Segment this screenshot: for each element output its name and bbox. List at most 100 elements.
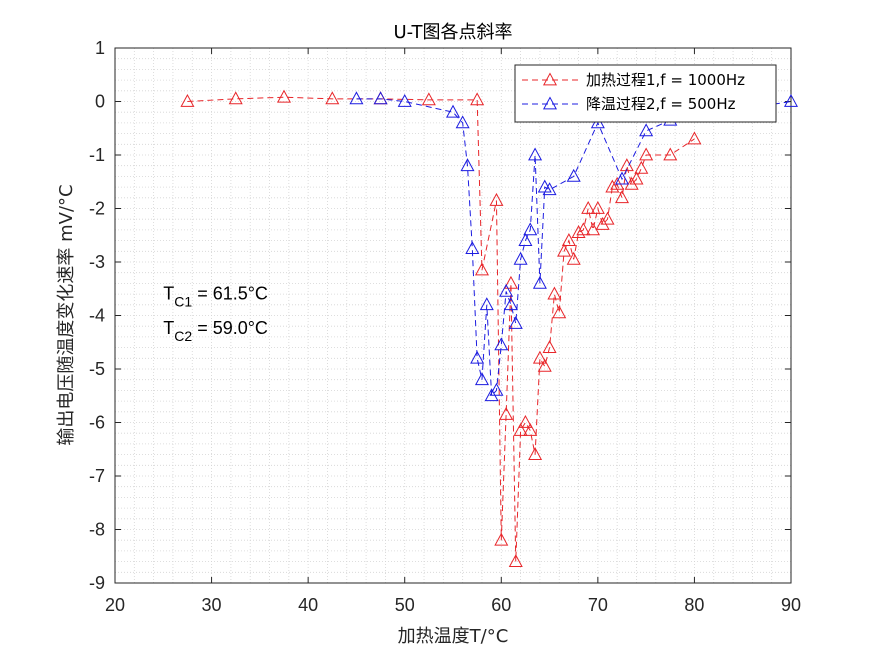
data-point — [445, 104, 461, 118]
y-tick-label: -6 — [89, 413, 105, 433]
data-point — [494, 532, 509, 546]
x-tick-label: 20 — [105, 595, 125, 615]
legend-label: 降温过程2,f = 500Hz — [586, 95, 736, 113]
data-point — [499, 283, 514, 297]
data-point — [576, 222, 591, 236]
data-point — [561, 233, 576, 246]
data-point — [325, 91, 340, 105]
data-point — [503, 275, 518, 289]
data-point — [571, 225, 586, 238]
data-point — [474, 262, 489, 276]
data-point — [470, 350, 485, 364]
y-tick-label: -9 — [89, 573, 105, 593]
data-point — [421, 92, 436, 106]
series-1 — [180, 89, 702, 567]
data-point — [663, 147, 678, 161]
data-point — [634, 160, 649, 174]
annotations: TC1 = 61.5°C TC2 = 59.0°C — [163, 283, 268, 344]
data-point — [397, 93, 412, 107]
data-point — [513, 422, 528, 436]
data-point — [600, 211, 615, 225]
data-point — [528, 147, 543, 161]
y-tick-label: 0 — [95, 92, 105, 112]
data-point — [180, 93, 195, 107]
y-tick-label: -8 — [89, 520, 105, 540]
data-point — [513, 251, 528, 265]
y-tick-label: -4 — [89, 306, 105, 326]
data-point — [528, 447, 543, 460]
data-point — [276, 89, 292, 103]
legend-entries: 加热过程1,f = 1000Hz 降温过程2,f = 500Hz — [522, 71, 745, 113]
data-point — [532, 350, 547, 364]
data-point — [542, 340, 557, 353]
y-tick-label: -2 — [89, 199, 105, 219]
data-point — [687, 131, 702, 145]
data-point — [547, 286, 562, 300]
chart-title: U-T图各点斜率 — [393, 22, 512, 43]
legend: 加热过程1,f = 1000Hz 降温过程2,f = 500Hz — [514, 64, 777, 123]
data-point — [494, 337, 509, 351]
x-tick-label: 70 — [588, 595, 608, 615]
data-point — [489, 382, 504, 396]
data-point — [489, 192, 504, 206]
x-tick-label: 30 — [202, 595, 222, 615]
x-tick-label: 80 — [684, 595, 704, 615]
x-tick-label: 40 — [298, 595, 318, 615]
data-point — [566, 168, 581, 182]
legend-box — [514, 64, 777, 123]
data-point — [474, 372, 489, 386]
legend-label: 加热过程1,f = 1000Hz — [586, 71, 745, 89]
data-point — [508, 315, 523, 329]
y-tick-label: -1 — [89, 145, 105, 165]
x-tick-label: 60 — [491, 595, 511, 615]
y-tick-label: -5 — [89, 359, 105, 379]
x-tick-label: 90 — [781, 595, 801, 615]
data-point — [499, 406, 514, 420]
data-point — [605, 179, 620, 193]
data-point — [552, 305, 567, 319]
legend-marker — [542, 96, 558, 110]
series-line — [356, 98, 792, 397]
data-point — [614, 190, 630, 204]
data-point — [532, 275, 547, 289]
data-point — [228, 91, 243, 105]
data-point — [639, 147, 654, 161]
data-point — [455, 115, 470, 129]
grid — [115, 48, 791, 583]
series-2 — [349, 91, 799, 402]
y-tick-label: -7 — [89, 466, 105, 486]
data-point — [518, 414, 533, 428]
legend-marker — [542, 72, 558, 86]
data-point — [373, 91, 388, 105]
x-axis-label: 加热温度T/°C — [398, 626, 509, 647]
data-series — [180, 89, 799, 567]
data-point — [503, 297, 518, 311]
data-point — [614, 171, 630, 185]
annotation-text: TC1 = 61.5°C — [163, 283, 268, 309]
data-point — [783, 93, 799, 107]
data-point — [537, 358, 552, 372]
y-tick-label: -3 — [89, 252, 105, 272]
data-point — [590, 200, 605, 214]
data-point — [629, 171, 644, 185]
data-point — [557, 243, 572, 257]
plot-area — [115, 48, 791, 583]
data-point — [470, 92, 485, 106]
data-point — [349, 91, 364, 105]
data-point — [465, 241, 480, 254]
data-point — [619, 158, 634, 172]
data-point — [523, 222, 538, 236]
axis-ticks: 20 30 40 50 60 70 80 90 -9 -8 -7 -6 -5 -4 -3 -2 -1 0 1 — [89, 38, 801, 615]
data-point — [508, 554, 523, 567]
data-point — [566, 251, 581, 265]
data-point — [542, 182, 557, 196]
data-point — [460, 158, 475, 172]
data-point — [581, 200, 596, 214]
data-point — [523, 422, 538, 436]
data-point — [586, 222, 601, 236]
data-point — [479, 297, 494, 311]
data-point — [639, 123, 654, 137]
annotation-text: TC2 = 59.0°C — [163, 318, 268, 344]
y-axis-label: 输出电压随温度变化速率 mV/°C — [56, 184, 77, 445]
